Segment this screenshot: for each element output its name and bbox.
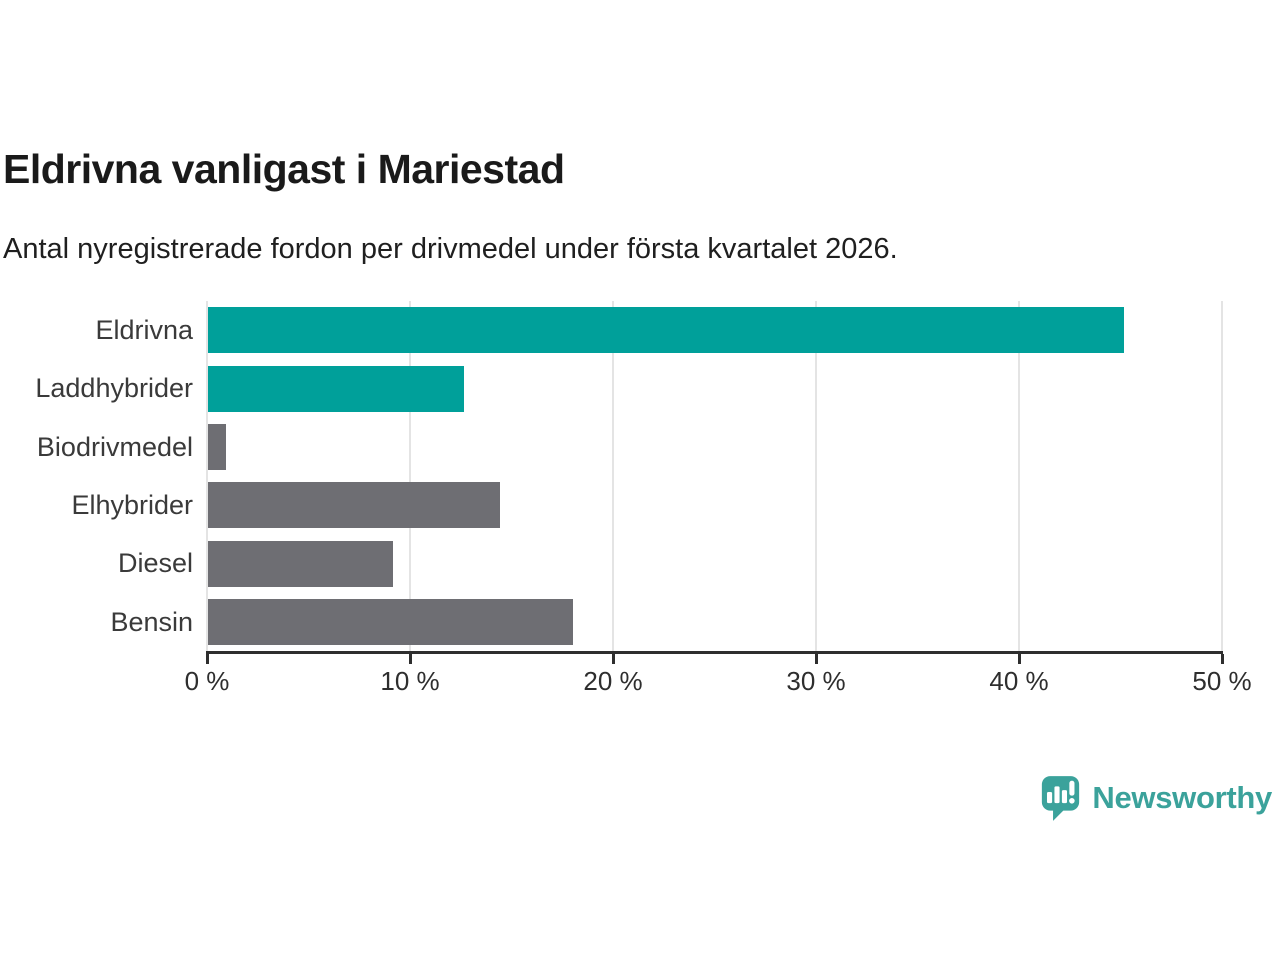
brand-name: Newsworthy <box>1092 780 1272 815</box>
x-tick-20 <box>611 654 615 664</box>
gridline-30 <box>815 301 817 651</box>
brand-footer: Newsworthy <box>1040 774 1272 822</box>
gridline-10 <box>409 301 411 651</box>
x-tick-label-10: 10 % <box>380 666 440 696</box>
x-tick-label-50: 50 % <box>1192 666 1252 696</box>
y-label-eldrivna: Eldrivna <box>95 315 193 345</box>
x-axis-line <box>206 651 1223 654</box>
x-tick-0 <box>205 654 209 664</box>
y-label-diesel: Diesel <box>117 548 193 579</box>
gridline-20 <box>612 301 614 651</box>
newsworthy-logo-icon <box>1042 776 1080 821</box>
gridline-0 <box>206 301 208 651</box>
gridline-40 <box>1018 301 1020 651</box>
y-label-laddhybrider: Laddhybrider <box>35 373 193 404</box>
y-label-bensin: Bensin <box>110 606 193 637</box>
x-tick-10 <box>408 654 412 664</box>
chart-subtitle: Antal nyregistrerade fordon per drivmede… <box>3 233 898 265</box>
x-tick-40 <box>1017 654 1021 664</box>
chart-title: Eldrivna vanligast i Mariestad <box>3 146 565 192</box>
bar-laddhybrider <box>208 365 464 412</box>
x-tick-label-20: 20 % <box>583 666 643 696</box>
y-label-biodrivmedel: Biodrivmedel <box>36 431 193 462</box>
x-tick-label-30: 30 % <box>786 666 846 696</box>
x-tick-50 <box>1220 654 1224 664</box>
x-tick-label-0: 0 % <box>184 666 230 696</box>
bar-bensin <box>208 598 574 645</box>
y-label-elhybrider: Elhybrider <box>71 490 193 520</box>
bar-eldrivna <box>208 307 1124 354</box>
x-tick-label-40: 40 % <box>989 666 1049 696</box>
gridline-50 <box>1221 301 1223 651</box>
bar-diesel <box>208 540 393 587</box>
bar-biodrivmedel <box>208 423 227 470</box>
x-tick-30 <box>814 654 818 664</box>
bar-elhybrider <box>208 482 501 529</box>
